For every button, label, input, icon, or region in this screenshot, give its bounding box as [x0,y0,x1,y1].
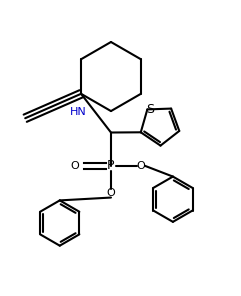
Text: O: O [136,161,145,171]
Text: P: P [107,159,115,172]
Text: O: O [107,188,115,198]
Text: HN: HN [70,107,87,117]
Text: O: O [70,161,79,171]
Text: S: S [146,103,154,116]
